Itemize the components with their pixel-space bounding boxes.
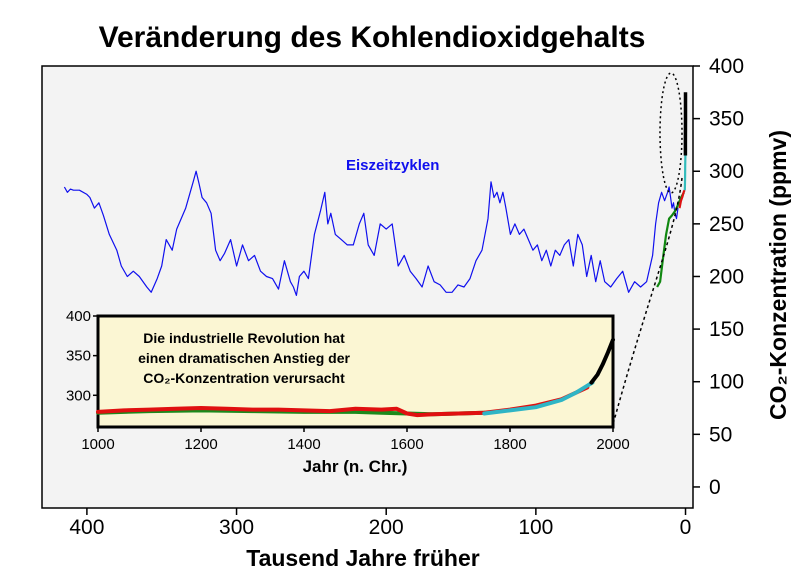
- y-tick-label: 100: [709, 371, 744, 394]
- inset-series-line-black: [589, 337, 615, 385]
- y-tick-label: 350: [709, 108, 744, 131]
- inset-y-tick-label: 350: [66, 348, 91, 365]
- inset-x-tick-label: 1000: [81, 436, 114, 453]
- x-axis-title: Tausend Jahre früher: [246, 545, 480, 571]
- inset-x-tick-label: 1800: [493, 436, 526, 453]
- series-line-ice-core-green: [656, 191, 685, 288]
- inset-series-line-cyan: [482, 380, 595, 416]
- y-tick-label: 400: [709, 55, 744, 78]
- inset-x-tick-label: 2000: [596, 436, 629, 453]
- zoom-ellipse: [659, 72, 683, 194]
- inset-annotation-line-1: Die industrielle Revolution hat: [143, 330, 345, 346]
- x-tick-label: 0: [680, 516, 692, 539]
- inset-annotation-line-2: einen dramatischen Anstieg der: [138, 350, 350, 366]
- y-tick-label: 150: [709, 318, 744, 341]
- inset-x-tick-label: 1200: [184, 436, 217, 453]
- series-line-eiszeitzyklen: [63, 170, 679, 296]
- inset-y-tick-label: 400: [66, 308, 91, 325]
- plot-area: [41, 65, 694, 509]
- series-line-ice-core-red: [678, 189, 686, 209]
- inset-x-tick-label: 1400: [287, 436, 320, 453]
- inset-axes: 1000 1200 1400 1600 1800 2000 300 350 400: [66, 308, 630, 453]
- inset-x-axis-title: Jahr (n. Chr.): [303, 457, 408, 476]
- y-tick-label: 50: [709, 423, 732, 446]
- inset-series-group: [96, 337, 615, 418]
- y-tick-label: 250: [709, 213, 744, 236]
- zoom-connector: [611, 177, 683, 429]
- y-tick-label: 200: [709, 265, 744, 288]
- x-tick-label: 100: [518, 516, 553, 539]
- x-tick-label: 200: [369, 516, 404, 539]
- x-tick-label: 400: [69, 516, 104, 539]
- y-tick-label: 300: [709, 160, 744, 183]
- inset-x-tick-label: 1600: [390, 436, 423, 453]
- chart-title: Veränderung des Kohlendioxidgehalts: [99, 21, 646, 54]
- series-label-eiszeitzyklen: Eiszeitzyklen: [346, 157, 439, 174]
- y-tick-label: 0: [709, 476, 721, 499]
- inset-annotation-line-3: CO₂-Konzentration verursacht: [143, 370, 345, 386]
- main-series-group: [63, 92, 688, 296]
- inset-chart: 1000 1200 1400 1600 1800 2000 300 350 400 Die in…: [66, 308, 630, 476]
- x-tick-label: 300: [219, 516, 254, 539]
- series-line-law-dome-cyan: [683, 155, 687, 191]
- inset-y-tick-label: 300: [66, 387, 91, 404]
- y-axis-title: CO₂-Konzentration (ppmv): [765, 130, 791, 420]
